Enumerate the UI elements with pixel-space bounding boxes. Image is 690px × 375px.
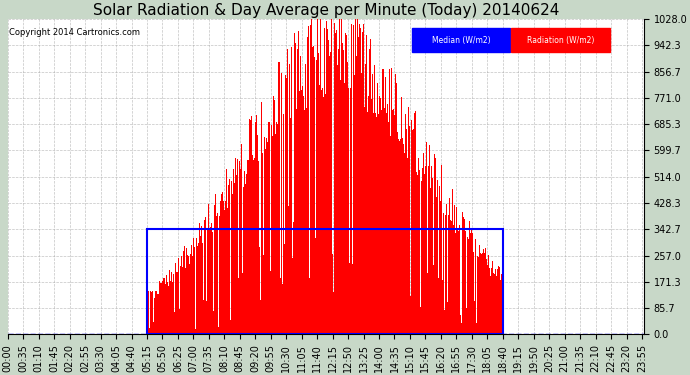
Text: Copyright 2014 Cartronics.com: Copyright 2014 Cartronics.com — [9, 28, 140, 38]
FancyBboxPatch shape — [511, 28, 610, 52]
Text: Radiation (W/m2): Radiation (W/m2) — [527, 36, 595, 45]
Text: Median (W/m2): Median (W/m2) — [432, 36, 490, 45]
Bar — [147, 229, 503, 334]
Title: Solar Radiation & Day Average per Minute (Today) 20140624: Solar Radiation & Day Average per Minute… — [92, 3, 559, 18]
FancyBboxPatch shape — [412, 28, 510, 52]
